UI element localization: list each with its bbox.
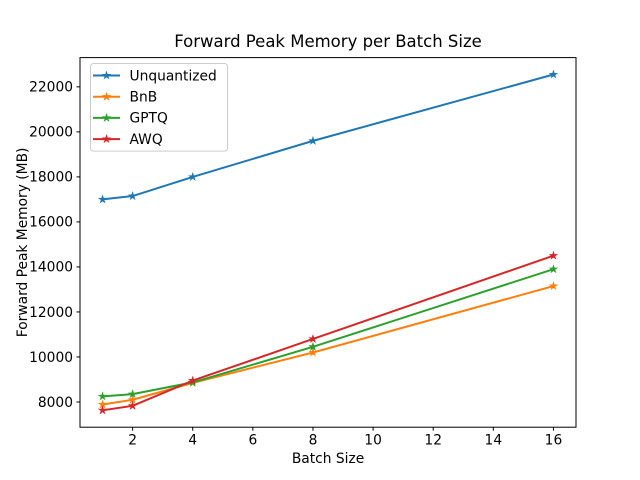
legend: Unquantized BnB GPTQ AWQ xyxy=(90,63,228,152)
legend-item-label: Unquantized xyxy=(130,68,217,84)
legend-sample-marker xyxy=(101,112,112,122)
axis-ticks: 2 4 6 8 10 12 14 16 8000 10000 12000 14000 16000 1800… xyxy=(29,80,562,449)
data-point-marker xyxy=(187,375,198,385)
y-tick-label: 14000 xyxy=(29,260,73,276)
x-tick-label: 10 xyxy=(364,433,382,449)
data-point-marker xyxy=(308,333,318,344)
legend-sample-marker xyxy=(101,134,112,144)
data-point-marker xyxy=(127,191,138,201)
data-point-marker xyxy=(548,264,559,274)
legend-item-label: AWQ xyxy=(130,132,163,148)
legend-sample-marker xyxy=(101,70,112,80)
y-axis-label: Forward Peak Memory (MB) xyxy=(15,148,31,338)
y-tick-label: 12000 xyxy=(29,305,73,321)
legend-item-label: BnB xyxy=(130,90,158,106)
y-tick-label: 18000 xyxy=(29,170,73,186)
data-point-marker xyxy=(187,171,198,181)
data-point-marker xyxy=(308,135,318,145)
data-point-marker xyxy=(548,281,559,291)
data-point-marker xyxy=(548,250,559,260)
data-point-marker xyxy=(97,399,108,409)
legend-item-AWQ: AWQ xyxy=(93,132,163,148)
data-point-marker xyxy=(127,394,138,404)
data-point-marker xyxy=(127,389,138,399)
data-point-marker xyxy=(308,347,318,357)
data-point-marker xyxy=(97,194,108,204)
legend-item-GPTQ: GPTQ xyxy=(93,111,168,127)
x-tick-label: 6 xyxy=(248,433,257,449)
data-point-marker xyxy=(308,341,318,351)
legend-item-Unquantized: Unquantized xyxy=(93,68,217,84)
x-tick-label: 12 xyxy=(424,433,442,449)
x-tick-label: 14 xyxy=(485,433,503,449)
x-tick-label: 4 xyxy=(188,433,197,449)
plot-frame xyxy=(79,57,577,428)
y-tick-label: 20000 xyxy=(29,125,73,141)
series-Unquantized xyxy=(97,69,559,204)
x-tick-label: 2 xyxy=(128,433,137,449)
data-point-marker xyxy=(97,405,108,415)
y-tick-label: 10000 xyxy=(29,350,73,366)
legend-sample-marker xyxy=(101,91,112,101)
x-tick-label: 16 xyxy=(545,433,563,449)
series-AWQ xyxy=(97,250,559,415)
y-tick-label: 22000 xyxy=(29,80,73,96)
data-point-marker xyxy=(127,400,138,410)
y-tick-label: 8000 xyxy=(38,395,73,411)
x-axis-label: Batch Size xyxy=(292,451,364,467)
data-point-marker xyxy=(97,391,108,401)
series-BnB xyxy=(97,281,559,409)
data-point-marker xyxy=(548,69,559,79)
x-tick-label: 8 xyxy=(309,433,318,449)
legend-box xyxy=(90,63,228,152)
chart-title: Forward Peak Memory per Batch Size xyxy=(174,32,482,51)
series-GPTQ xyxy=(97,264,559,401)
legend-item-BnB: BnB xyxy=(93,90,157,106)
y-tick-label: 16000 xyxy=(29,215,73,231)
legend-item-label: GPTQ xyxy=(130,111,168,127)
